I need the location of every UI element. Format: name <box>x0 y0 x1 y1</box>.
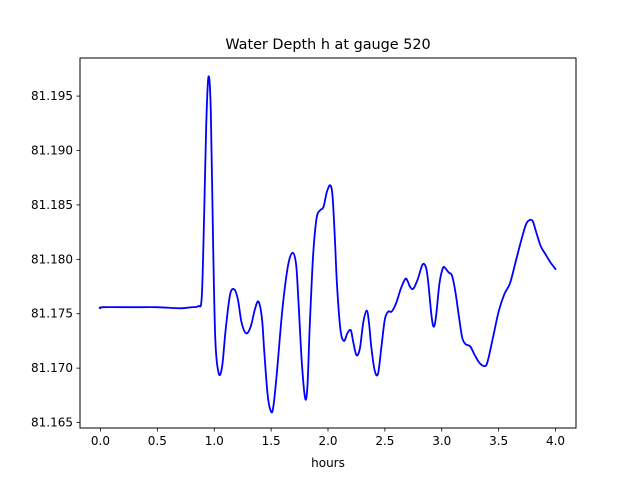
x-tick-label: 1.0 <box>205 434 224 448</box>
x-tick-label: 3.0 <box>432 434 451 448</box>
y-tick-label: 81.165 <box>31 416 73 430</box>
x-tick-label: 2.0 <box>318 434 337 448</box>
x-tick-label: 1.5 <box>262 434 281 448</box>
y-tick-label: 81.185 <box>31 198 73 212</box>
x-tick-label: 3.5 <box>489 434 508 448</box>
y-tick-label: 81.180 <box>31 252 73 266</box>
x-tick-label: 0.5 <box>148 434 167 448</box>
x-tick-label: 4.0 <box>546 434 565 448</box>
y-tick-label: 81.170 <box>31 361 73 375</box>
x-axis-label: hours <box>311 456 345 470</box>
series-line <box>98 75 557 414</box>
x-axis-ticks: 0.0 0.5 1.0 1.5 2.0 2.5 3.0 3.5 4.0 <box>91 428 565 448</box>
x-tick-label: 2.5 <box>375 434 394 448</box>
chart-title: Water Depth h at gauge 520 <box>225 37 430 53</box>
y-tick-label: 81.190 <box>31 144 73 158</box>
y-tick-label: 81.195 <box>31 89 73 103</box>
plot-frame <box>79 57 577 429</box>
y-axis-ticks: 81.165 81.170 81.175 81.180 81.185 81.190 81.1… <box>31 89 80 430</box>
y-tick-label: 81.175 <box>31 307 73 321</box>
x-tick-label: 0.0 <box>91 434 110 448</box>
